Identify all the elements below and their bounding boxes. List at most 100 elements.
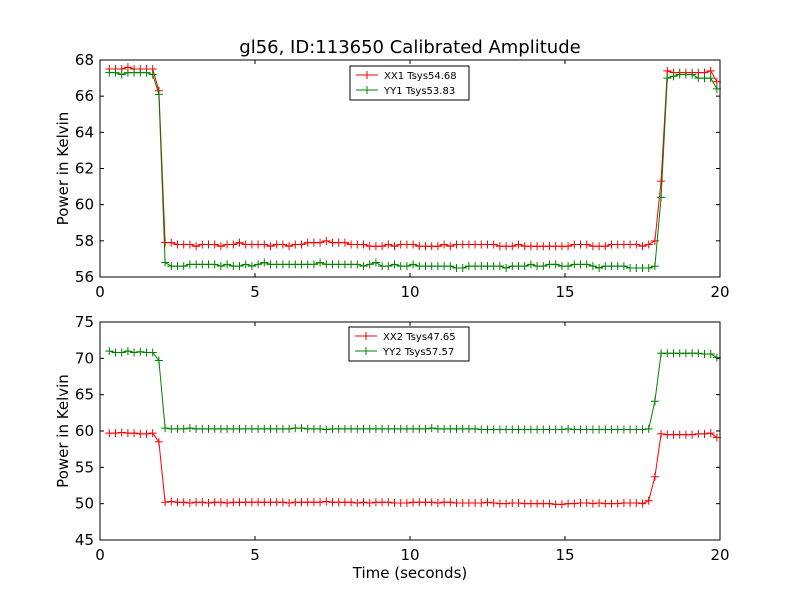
data-point bbox=[316, 258, 325, 267]
y-tick-label: 70 bbox=[75, 349, 94, 367]
data-point bbox=[384, 240, 393, 249]
data-point bbox=[365, 260, 374, 269]
data-point bbox=[322, 425, 331, 434]
legend-label: YY1 Tsys53.83 bbox=[383, 86, 455, 97]
data-point bbox=[427, 498, 436, 507]
chart-title: gl56, ID:113650 Calibrated Amplitude bbox=[239, 37, 580, 58]
y-tick-label: 45 bbox=[75, 531, 94, 549]
x-tick-label: 20 bbox=[710, 546, 729, 564]
data-point bbox=[148, 348, 157, 357]
legend-label: XX2 Tsys47.65 bbox=[383, 332, 456, 343]
data-point bbox=[613, 499, 622, 508]
data-point bbox=[390, 260, 399, 269]
data-point bbox=[520, 262, 529, 271]
data-point bbox=[111, 429, 120, 438]
y-axis-label: Power in Kelvin bbox=[54, 112, 72, 226]
data-point bbox=[347, 498, 356, 507]
data-point bbox=[285, 242, 294, 251]
data-point bbox=[688, 430, 697, 439]
data-point bbox=[694, 349, 703, 358]
data-point bbox=[322, 236, 331, 245]
data-point bbox=[483, 498, 492, 507]
data-point bbox=[297, 424, 306, 433]
data-point bbox=[495, 262, 504, 271]
data-point bbox=[148, 429, 157, 438]
data-point bbox=[582, 240, 591, 249]
y-tick-label: 55 bbox=[75, 458, 94, 476]
data-point bbox=[384, 498, 393, 507]
data-point bbox=[526, 260, 535, 269]
data-point bbox=[570, 499, 579, 508]
data-point bbox=[235, 262, 244, 271]
x-axis-label: Time (seconds) bbox=[352, 564, 468, 582]
data-point bbox=[502, 263, 511, 272]
data-point bbox=[111, 68, 120, 77]
data-point bbox=[309, 260, 318, 269]
data-point bbox=[421, 424, 430, 433]
legend-box bbox=[349, 65, 470, 101]
data-point bbox=[669, 72, 678, 81]
data-point bbox=[446, 262, 455, 271]
data-point bbox=[130, 348, 139, 357]
data-point bbox=[216, 242, 225, 251]
data-point bbox=[619, 262, 628, 271]
data-point bbox=[241, 260, 250, 269]
data-point bbox=[638, 425, 647, 434]
y-tick-label: 56 bbox=[75, 268, 94, 286]
data-point bbox=[167, 497, 176, 506]
data-point bbox=[638, 242, 647, 251]
data-point bbox=[706, 74, 715, 83]
data-point bbox=[539, 262, 548, 271]
data-point bbox=[564, 424, 573, 433]
data-point bbox=[223, 260, 232, 269]
top-subplot: 0 5 10 15 20 56 58 60 62 64 66 68 Power in Kelvin XX1… bbox=[54, 51, 730, 301]
data-point bbox=[365, 498, 374, 507]
data-point bbox=[446, 498, 455, 507]
data-point bbox=[657, 193, 666, 202]
data-point bbox=[179, 262, 188, 271]
data-point bbox=[402, 498, 411, 507]
x-tick-label: 15 bbox=[555, 283, 574, 301]
data-point bbox=[266, 242, 275, 251]
data-point bbox=[297, 240, 306, 249]
data-point bbox=[595, 498, 604, 507]
data-point bbox=[359, 498, 368, 507]
data-point bbox=[409, 240, 418, 249]
data-point bbox=[564, 262, 573, 271]
y-tick-label: 66 bbox=[75, 87, 94, 105]
data-point bbox=[123, 347, 132, 356]
legend-swatch-marker bbox=[363, 71, 371, 79]
data-point bbox=[167, 238, 176, 247]
data-point bbox=[644, 240, 653, 249]
data-point bbox=[508, 242, 517, 251]
data-point bbox=[161, 258, 170, 267]
data-point bbox=[185, 424, 194, 433]
data-point bbox=[564, 242, 573, 251]
data-point bbox=[161, 424, 170, 433]
data-point bbox=[353, 498, 362, 507]
data-point bbox=[706, 349, 715, 358]
data-point bbox=[688, 70, 697, 79]
data-point bbox=[502, 499, 511, 508]
y-tick-label: 58 bbox=[75, 232, 94, 250]
legend-label: YY2 Tsys57.57 bbox=[382, 347, 454, 358]
legend-label: XX1 Tsys54.68 bbox=[384, 71, 457, 82]
y-tick-label: 68 bbox=[75, 51, 94, 69]
data-point bbox=[210, 260, 219, 269]
data-point bbox=[706, 429, 715, 438]
data-point bbox=[657, 177, 666, 186]
data-point bbox=[663, 66, 672, 75]
x-tick-label: 5 bbox=[250, 546, 260, 564]
data-point bbox=[105, 347, 114, 356]
data-point bbox=[588, 262, 597, 271]
data-point bbox=[402, 262, 411, 271]
data-point bbox=[657, 429, 666, 438]
data-point bbox=[427, 424, 436, 433]
data-point bbox=[198, 498, 207, 507]
data-point bbox=[229, 240, 238, 249]
data-point bbox=[285, 424, 294, 433]
y-tick-label: 62 bbox=[75, 160, 94, 178]
data-point bbox=[192, 242, 201, 251]
data-point bbox=[514, 498, 523, 507]
